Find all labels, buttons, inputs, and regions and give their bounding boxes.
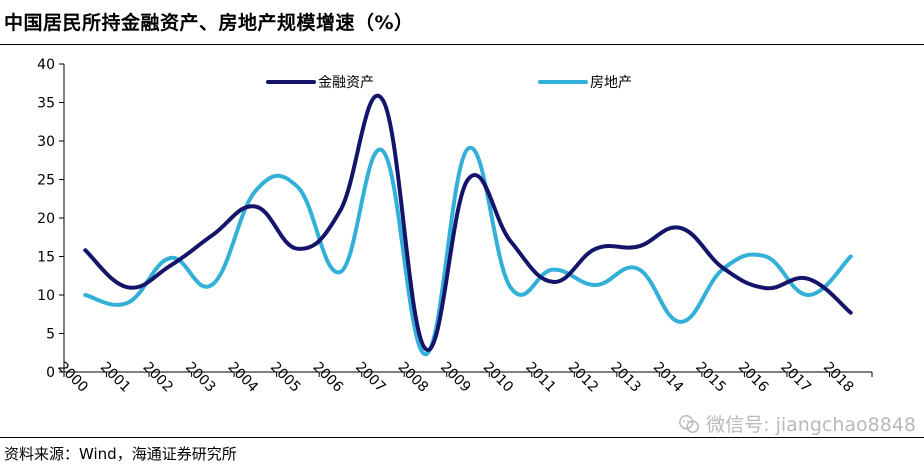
source-note: 资料来源：Wind，海通证券研究所	[4, 445, 237, 463]
watermark-text: 微信号: jiangchao8848	[706, 414, 916, 436]
x-tick-label: 2015	[692, 359, 729, 396]
y-tick-label: 35	[37, 96, 55, 112]
x-tick-label: 2003	[182, 359, 219, 396]
x-tick-label: 2004	[225, 359, 262, 396]
series-line-real-estate	[83, 145, 853, 357]
y-tick-label: 10	[37, 288, 55, 304]
x-tick-label: 2010	[480, 359, 517, 396]
wechat-watermark: 微信号: jiangchao8848	[678, 410, 916, 437]
legend-label: 金融资产	[318, 75, 374, 91]
x-tick-label: 2008	[395, 359, 432, 396]
x-tick-label: 2012	[565, 359, 602, 396]
x-tick-label: 2017	[777, 359, 814, 396]
y-tick-label: 5	[46, 327, 55, 343]
legend-label: 房地产	[590, 75, 632, 91]
y-tick-label: 30	[37, 134, 55, 150]
x-tick-label: 2011	[522, 359, 559, 396]
legend: 金融资产 房地产	[266, 75, 632, 91]
x-tick-label: 2007	[352, 359, 389, 396]
x-tick-label: 2001	[97, 359, 134, 396]
source-divider	[0, 437, 924, 438]
series-group	[83, 94, 853, 357]
chart-area: 0 5 10 15 20 25 30 35 40 2000 2001 2002 2003 2004 2005…	[37, 57, 873, 396]
wechat-icon	[679, 414, 700, 433]
page-title: 中国居民所持金融资产、房地产规模增速（%）	[4, 12, 414, 34]
x-tick-label: 2002	[140, 359, 177, 396]
y-tick-label: 20	[37, 211, 55, 227]
series-line-financial-assets	[83, 94, 853, 352]
x-tick-label: 2013	[607, 359, 644, 396]
x-tick-label: 2016	[735, 359, 772, 396]
y-tick-label: 15	[37, 250, 55, 266]
y-tick-label: 0	[46, 365, 55, 381]
y-tick-label: 25	[37, 173, 55, 189]
y-tick-label: 40	[37, 57, 55, 73]
x-tick-label: 2000	[54, 359, 91, 396]
x-tick-label: 2018	[820, 359, 857, 396]
title-divider	[0, 44, 924, 45]
x-tick-label: 2009	[437, 359, 474, 396]
x-tick-label: 2005	[267, 359, 304, 396]
x-tick-label: 2014	[650, 359, 687, 396]
x-tick-label: 2006	[310, 359, 347, 396]
